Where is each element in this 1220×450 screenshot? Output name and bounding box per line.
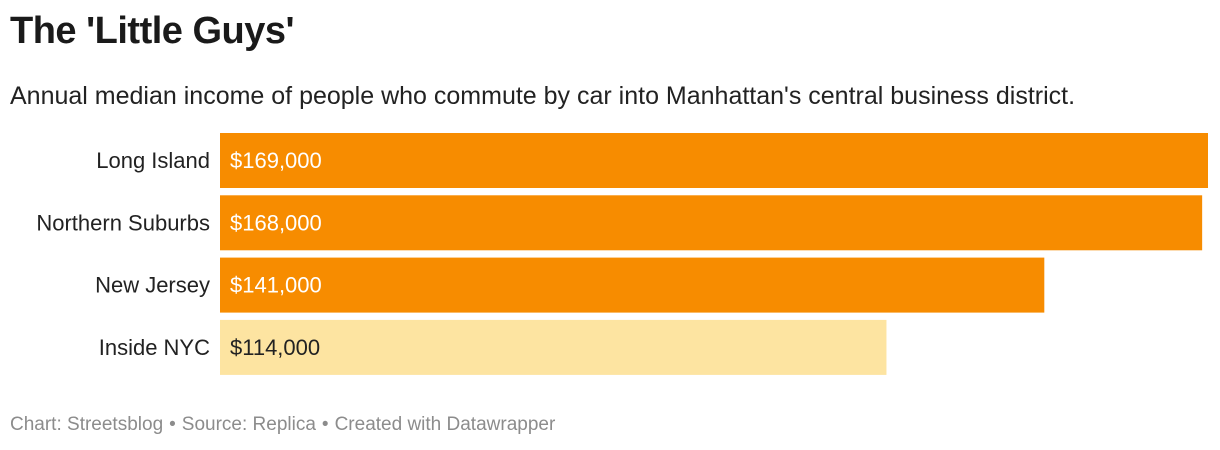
bar-long-island: [220, 133, 1208, 188]
category-label: Long Island: [96, 148, 210, 173]
category-label: New Jersey: [95, 273, 210, 298]
bar-northern-suburbs: [220, 195, 1203, 251]
value-label: $169,000: [230, 148, 322, 173]
bar-inside-nyc: [220, 319, 887, 375]
footer-separator: •: [169, 414, 176, 435]
bar-new-jersey: [220, 257, 1045, 313]
chart-footer: Chart: Streetsblog • Source: Replica • Creat…: [10, 414, 555, 436]
value-label: $114,000: [230, 335, 320, 360]
category-label: Inside NYC: [99, 335, 210, 360]
chart-subtitle: Annual median income of people who commu…: [10, 82, 1076, 110]
value-label: $141,000: [230, 273, 322, 298]
value-label: $168,000: [230, 210, 322, 235]
category-label: Northern Suburbs: [36, 210, 210, 235]
bar-chart: Long Island $169,000 Northern Suburbs $168,…: [36, 133, 1208, 375]
footer-separator: •: [321, 414, 329, 435]
source-credit: Source: Replica: [181, 414, 316, 435]
tool-credit: Created with Datawrapper: [334, 414, 556, 435]
chart-credit: Chart: Streetsblog: [10, 414, 164, 435]
chart-title: The 'Little Guys': [10, 10, 295, 52]
